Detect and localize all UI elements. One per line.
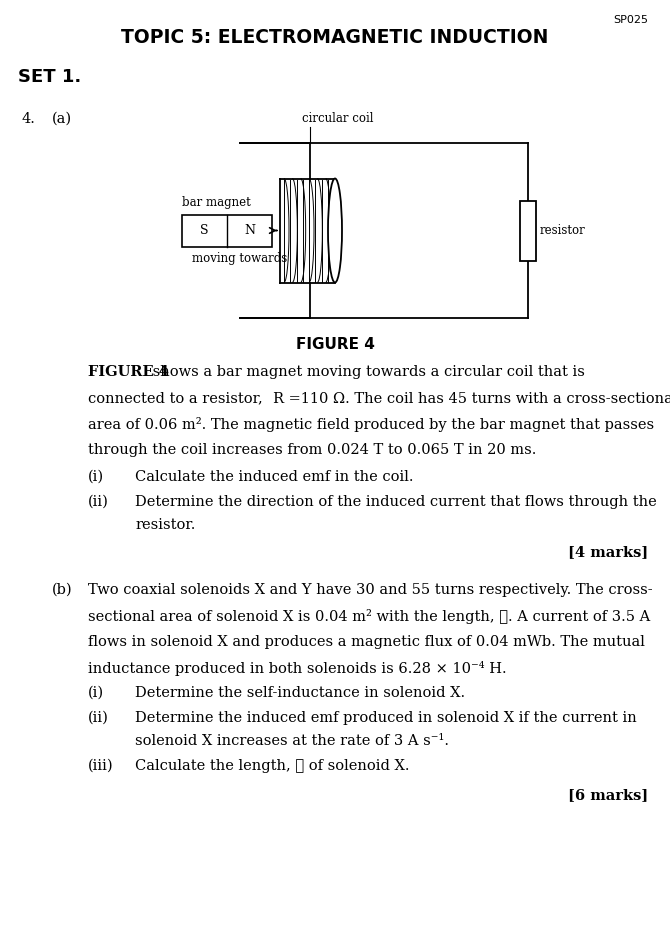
Ellipse shape (328, 179, 342, 283)
Text: (a): (a) (52, 112, 72, 126)
Text: 4.: 4. (22, 112, 36, 126)
Text: FIGURE 4: FIGURE 4 (88, 365, 169, 379)
Text: (ii): (ii) (88, 495, 109, 509)
Text: sectional area of solenoid X is 0.04 m² with the length, ℓ. A current of 3.5 A: sectional area of solenoid X is 0.04 m² … (88, 609, 651, 624)
Text: solenoid X increases at the rate of 3 A s⁻¹.: solenoid X increases at the rate of 3 A … (135, 734, 449, 748)
Text: TOPIC 5: ELECTROMAGNETIC INDUCTION: TOPIC 5: ELECTROMAGNETIC INDUCTION (121, 28, 549, 47)
Text: bar magnet: bar magnet (182, 196, 251, 209)
Text: shows a bar magnet moving towards a circular coil that is: shows a bar magnet moving towards a circ… (148, 365, 585, 379)
Text: (i): (i) (88, 470, 104, 484)
Bar (182, 214, 272, 247)
Text: (iii): (iii) (88, 759, 114, 773)
Text: inductance produced in both solenoids is 6.28 × 10⁻⁴ H.: inductance produced in both solenoids is… (88, 661, 507, 676)
Text: moving towards: moving towards (192, 251, 287, 264)
Text: Calculate the length, ℓ of solenoid X.: Calculate the length, ℓ of solenoid X. (135, 759, 409, 773)
Text: resistor: resistor (540, 224, 586, 237)
Text: Determine the induced emf produced in solenoid X if the current in: Determine the induced emf produced in so… (135, 711, 636, 725)
Text: Determine the direction of the induced current that flows through the: Determine the direction of the induced c… (135, 495, 657, 509)
Text: Calculate the induced emf in the coil.: Calculate the induced emf in the coil. (135, 470, 413, 484)
Text: Two coaxial solenoids X and Y have 30 and 55 turns respectively. The cross-: Two coaxial solenoids X and Y have 30 an… (88, 583, 653, 597)
Text: area of 0.06 m². The magnetic field produced by the bar magnet that passes: area of 0.06 m². The magnetic field prod… (88, 417, 654, 432)
Bar (520, 200, 536, 260)
Text: N: N (244, 224, 255, 237)
Text: (ii): (ii) (88, 711, 109, 725)
Text: [4 marks]: [4 marks] (567, 545, 648, 559)
Text: resistor.: resistor. (135, 518, 196, 532)
Text: (b): (b) (52, 583, 72, 597)
Text: connected to a resistor,   R =110 Ω. The coil has 45 turns with a cross-sectiona: connected to a resistor, R =110 Ω. The c… (88, 391, 670, 405)
Text: circular coil: circular coil (302, 112, 374, 125)
Text: S: S (200, 224, 209, 237)
Text: SET 1.: SET 1. (18, 68, 81, 86)
Text: FIGURE 4: FIGURE 4 (295, 337, 375, 352)
Text: Determine the self-inductance in solenoid X.: Determine the self-inductance in solenoi… (135, 686, 465, 700)
Text: SP025: SP025 (613, 15, 648, 25)
Text: through the coil increases from 0.024 T to 0.065 T in 20 ms.: through the coil increases from 0.024 T … (88, 443, 537, 457)
Text: (i): (i) (88, 686, 104, 700)
Text: flows in solenoid X and produces a magnetic flux of 0.04 mWb. The mutual: flows in solenoid X and produces a magne… (88, 635, 645, 649)
Text: [6 marks]: [6 marks] (567, 788, 648, 802)
Bar (280, 179, 340, 283)
